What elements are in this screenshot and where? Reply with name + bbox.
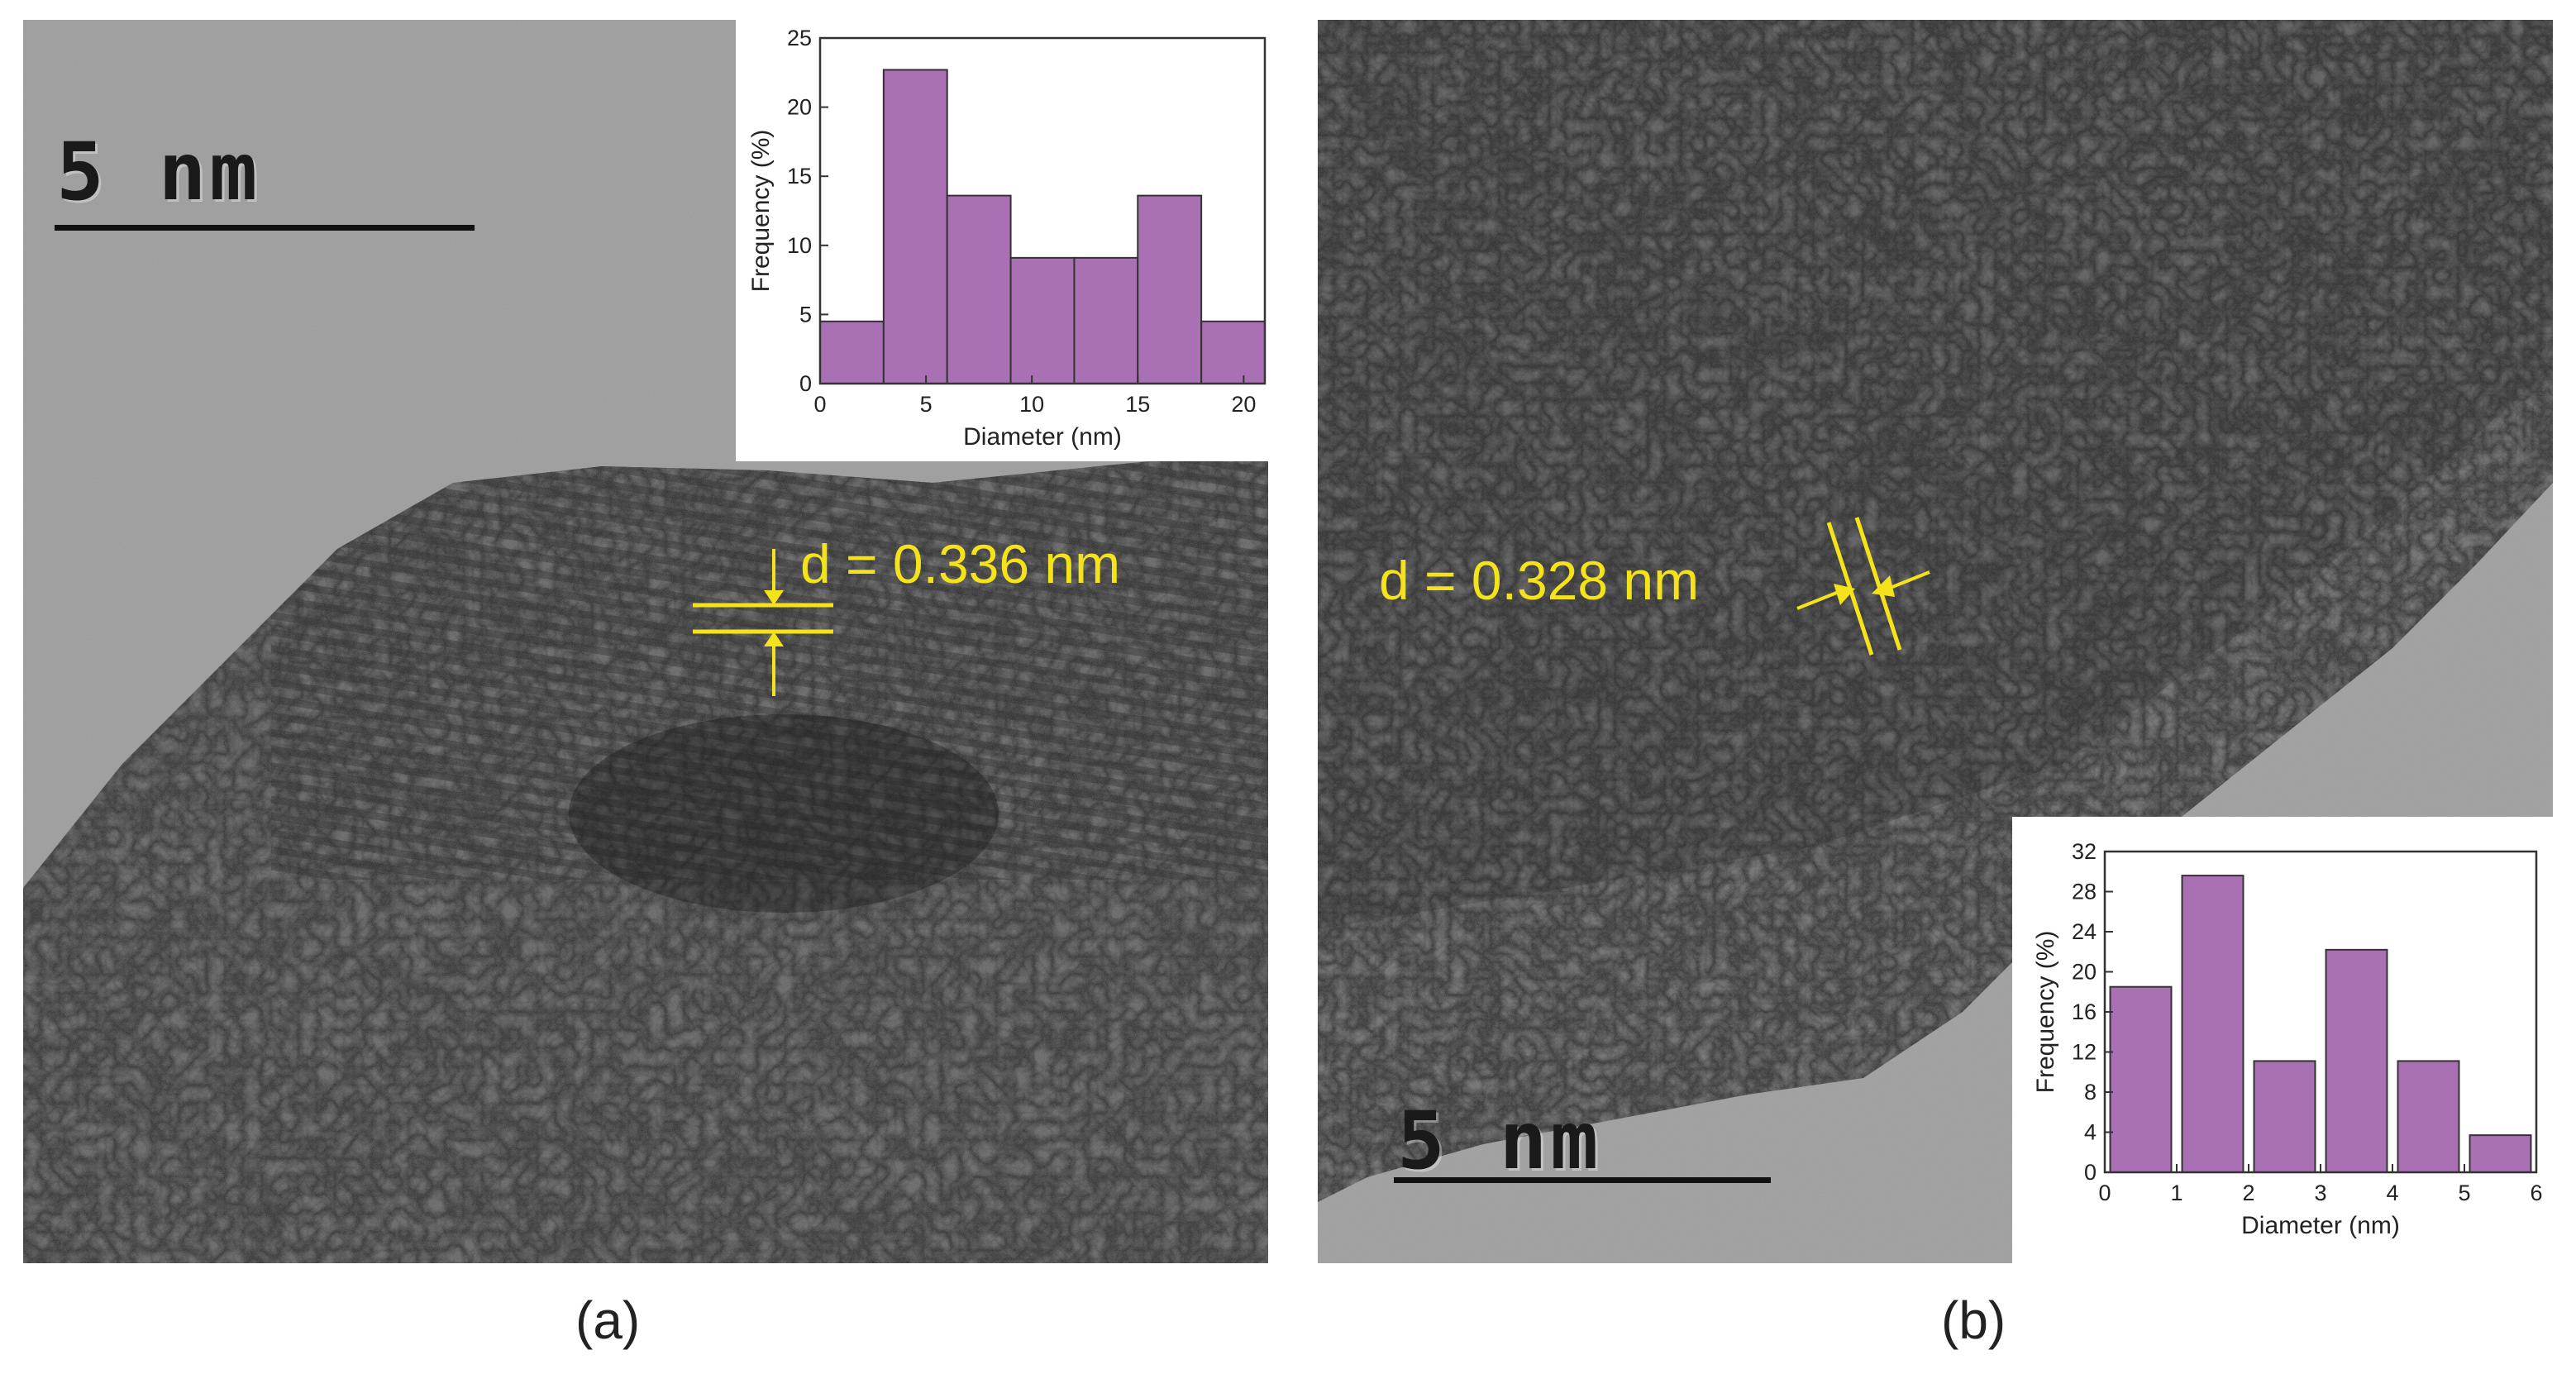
hist-b-ylabel: Frequency (%) xyxy=(2032,931,2059,1094)
hist-b-ytick-label-6: 24 xyxy=(2072,919,2097,944)
hist-b-xtick-label-0: 0 xyxy=(2098,1181,2111,1205)
hist-b-bar-3 xyxy=(2325,948,2388,1173)
lattice-spacing-marker-a xyxy=(693,549,833,696)
scale-bar-a xyxy=(55,225,475,231)
hist-a-ytick-label-2: 10 xyxy=(787,233,812,258)
hist-a-xtick-label-2: 10 xyxy=(1019,392,1044,417)
hist-b-ytick-label-8: 32 xyxy=(2072,839,2097,864)
hist-a-frame xyxy=(818,36,1267,385)
hist-b-xtick-label-4: 4 xyxy=(2386,1181,2398,1205)
hist-b-ytick-label-5: 20 xyxy=(2072,960,2097,985)
hist-a-bar-1 xyxy=(882,69,948,385)
scale-bar-label-a: 5 nm xyxy=(56,126,261,218)
hist-b-ytick-label-3: 12 xyxy=(2072,1040,2097,1065)
hist-a-ytick-label-1: 5 xyxy=(799,302,812,327)
lattice-spacing-label-a: d = 0.336 nm xyxy=(800,533,1121,594)
tem-image-b: d = 0.328 nm 5 nm 0 1 2 3 4 5 6 0 4 8 12 16 20 24 28 32… xyxy=(1318,20,2553,1263)
size-histogram-b: 0 1 2 3 4 5 6 0 4 8 12 16 20 24 28 32 Diameter (nm) Frequ… xyxy=(2012,817,2553,1263)
hist-a-bar-2 xyxy=(946,194,1012,384)
hist-a-ytick-label-0: 0 xyxy=(799,371,812,396)
histogram-svg-a: 0 5 10 15 20 0 5 10 15 20 25 Diameter (nm) Frequency… xyxy=(747,26,1267,451)
hist-a-xlabel: Diameter (nm) xyxy=(963,423,1122,451)
hist-b-bar-0 xyxy=(2109,985,2173,1173)
lattice-spacing-label-b: d = 0.328 nm xyxy=(1379,550,1700,611)
hist-b-ytick-label-4: 16 xyxy=(2072,999,2097,1024)
hist-b-bar-2 xyxy=(2253,1060,2316,1173)
panel-label-a: (a) xyxy=(575,1291,641,1350)
hist-b-ytick-label-7: 28 xyxy=(2072,880,2097,904)
hist-b-xlabel: Diameter (nm) xyxy=(2241,1212,2400,1239)
hist-b-ytick-label-0: 0 xyxy=(2084,1160,2097,1185)
hist-b-xtick-label-6: 6 xyxy=(2530,1181,2542,1205)
hist-a-ytick-label-5: 25 xyxy=(787,26,812,50)
hist-a-ytick-label-4: 20 xyxy=(787,95,812,120)
hist-a-bar-5 xyxy=(1137,194,1203,384)
hist-a-xtick-label-1: 5 xyxy=(920,392,933,417)
hist-b-ytick-label-2: 8 xyxy=(2084,1080,2097,1104)
hist-a-ytick-label-3: 15 xyxy=(787,164,812,188)
hist-b-bar-4 xyxy=(2397,1060,2460,1173)
hist-a-xtick-label-0: 0 xyxy=(813,392,826,417)
hist-b-xtick-label-1: 1 xyxy=(2170,1181,2182,1205)
hist-b-bar-5 xyxy=(2469,1134,2532,1174)
hist-b-bar-1 xyxy=(2181,875,2244,1173)
hist-b-ytick-label-1: 4 xyxy=(2084,1120,2097,1145)
panel-label-b: (b) xyxy=(1941,1291,2006,1350)
lattice-spacing-marker-b xyxy=(1796,517,1930,656)
hist-a-ylabel: Frequency (%) xyxy=(747,130,775,293)
hist-b-xtick-label-5: 5 xyxy=(2458,1181,2470,1205)
hist-a-bar-4 xyxy=(1073,256,1139,384)
tem-image-a: 5 nm d = 0.336 nm 0 5 10 15 20 0 5 10 15 20 25 Diam… xyxy=(23,20,1268,1263)
hist-a-bar-0 xyxy=(819,320,885,385)
size-histogram-a: 0 5 10 15 20 0 5 10 15 20 25 Diameter (nm) Frequency… xyxy=(736,20,1268,461)
hist-a-xtick-label-4: 20 xyxy=(1231,392,1256,417)
hist-a-bar-3 xyxy=(1009,256,1076,384)
hist-b-xtick-label-2: 2 xyxy=(2242,1181,2254,1205)
hist-b-xtick-label-3: 3 xyxy=(2314,1181,2326,1205)
hist-a-bar-6 xyxy=(1200,320,1267,385)
scale-bar-label-b: 5 nm xyxy=(1397,1095,1602,1187)
hist-a-xtick-label-3: 15 xyxy=(1125,392,1150,417)
scale-bar-b xyxy=(1394,1177,1771,1183)
